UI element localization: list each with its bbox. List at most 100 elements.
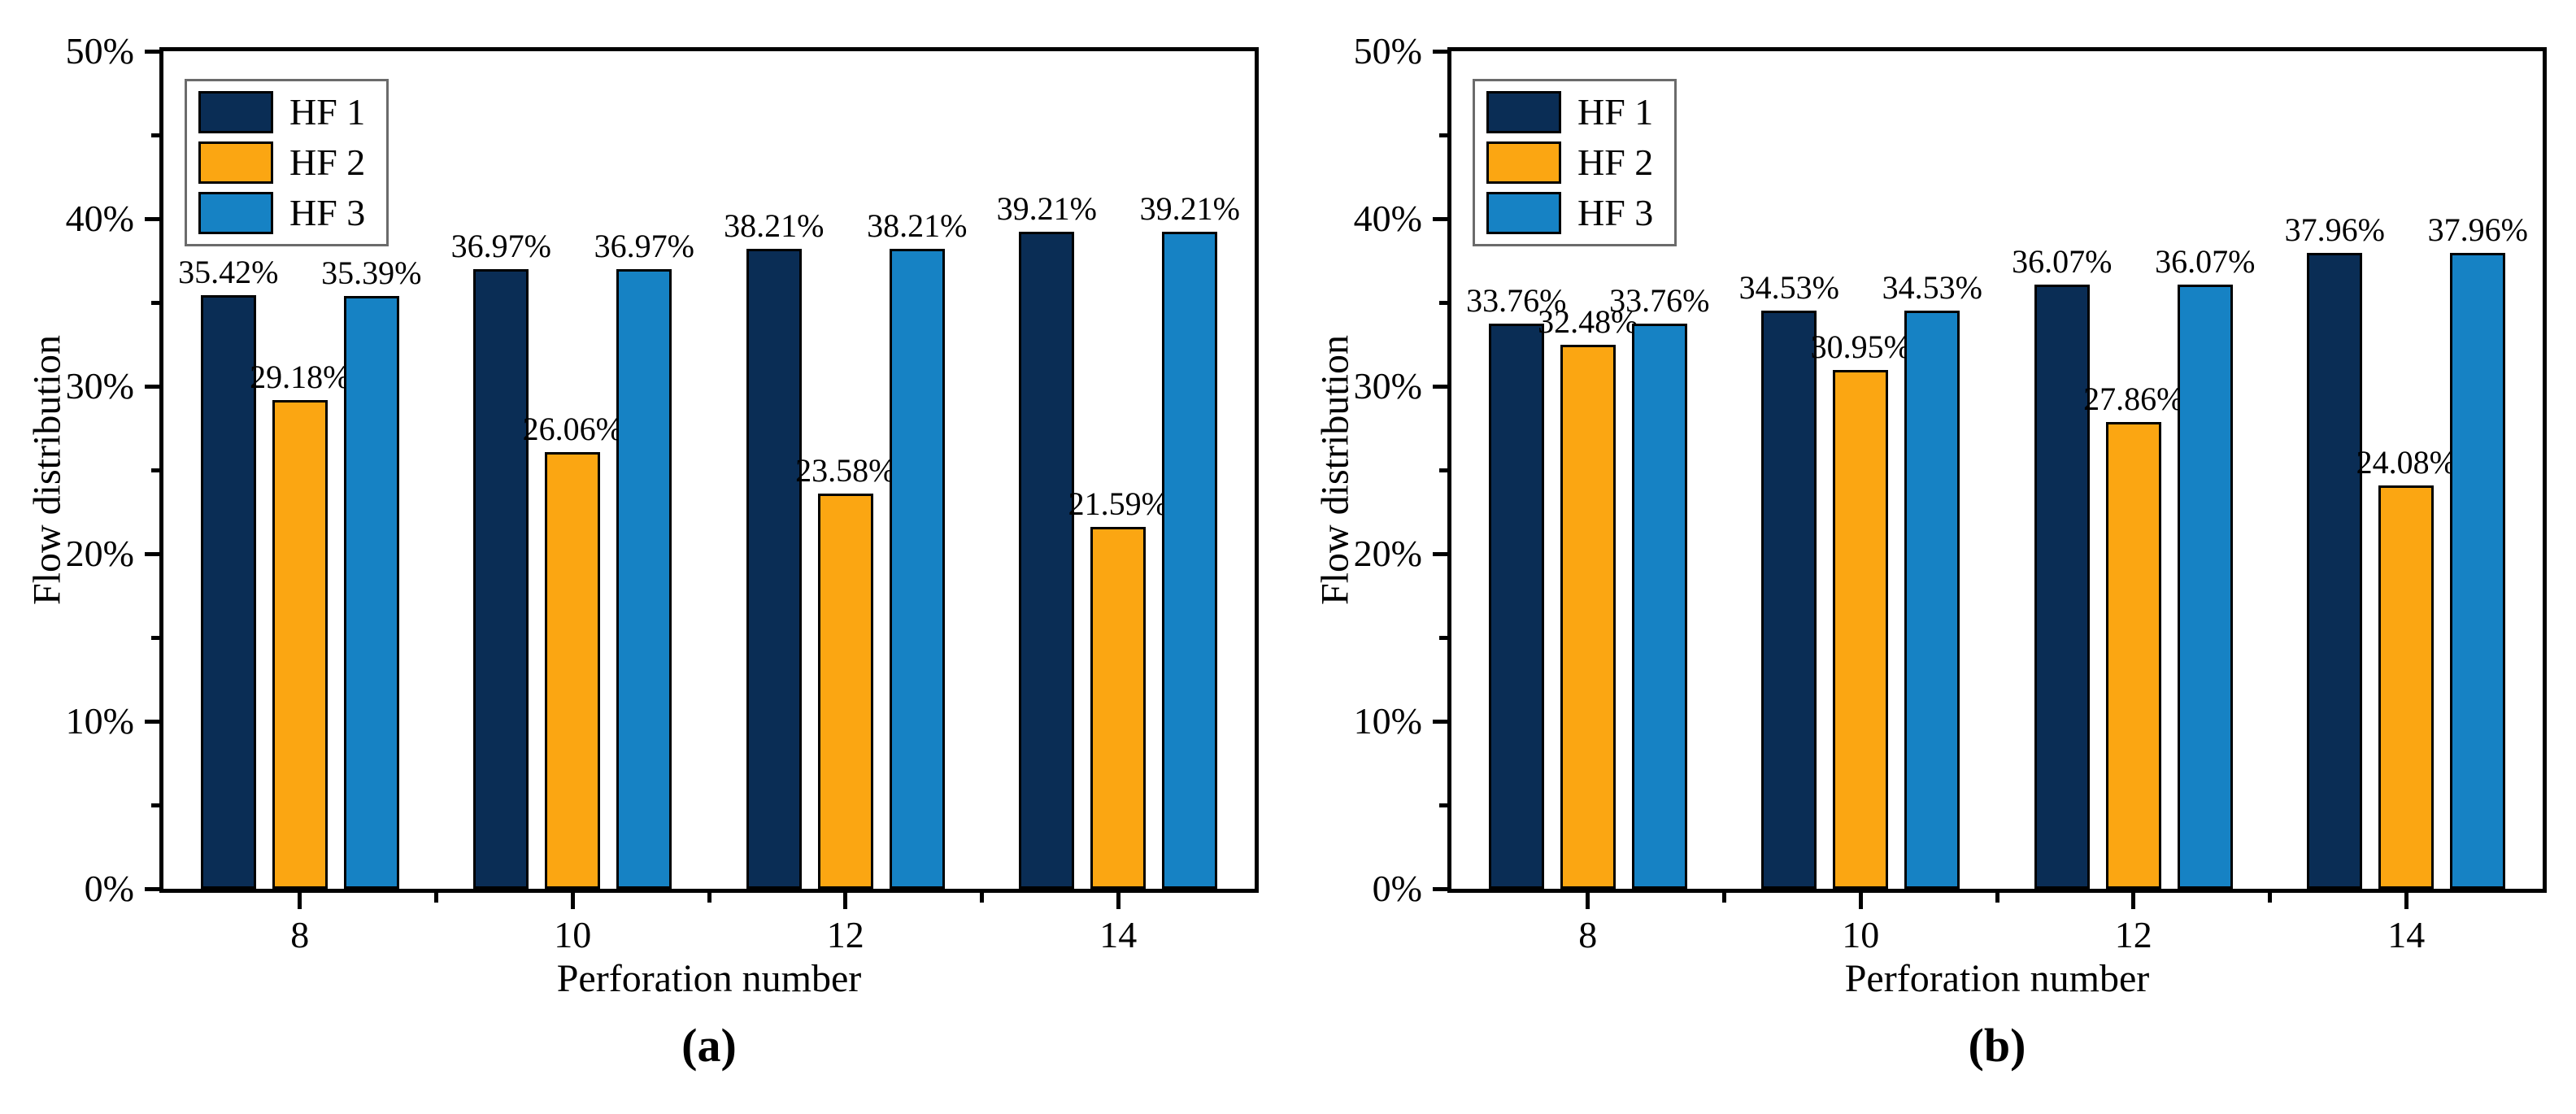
bar-hf-2: 27.86% [2083, 381, 2183, 889]
y-tick-label: 40% [65, 198, 134, 239]
x-axis-minor-tick [2268, 893, 2272, 903]
bar-hf-3: 34.53% [1882, 269, 1982, 889]
x-axis-major-tick [1116, 893, 1120, 909]
subplot-caption: (b) [1968, 1019, 2026, 1072]
chart-panel-b: Flow distribution 0% 10% 20% 30% 40% 50% 8 33.7… [1288, 0, 2576, 1114]
bar-hf-2: 24.08% [2356, 444, 2456, 889]
bar-value-label: 33.76% [1609, 281, 1710, 319]
x-tick-label: 14 [1099, 914, 1138, 955]
x-axis-major-tick [1586, 893, 1590, 909]
bar-value-label: 36.07% [2155, 242, 2256, 280]
x-tick-label: 8 [290, 914, 310, 955]
legend-item-hf-3: HF 3 [1486, 192, 1653, 234]
legend-item-hf-1: HF 1 [198, 91, 365, 133]
y-axis-major-tick [145, 886, 159, 891]
bar-value-label: 34.53% [1882, 268, 1982, 306]
x-tick-label: 12 [826, 914, 864, 955]
y-axis-minor-tick [1439, 133, 1447, 137]
bar-hf-1: 33.76% [1466, 282, 1566, 889]
plot-area: 0% 10% 20% 30% 40% 50% 8 33.76% 32.48% 33.76% 10 34… [1354, 30, 2547, 955]
bar-value-label: 29.18% [250, 358, 350, 395]
y-axis-major-tick [1433, 384, 1447, 389]
legend-label: HF 2 [1577, 141, 1654, 183]
legend-swatch-hf-3 [198, 192, 273, 234]
legend-swatch-hf-1 [1486, 91, 1561, 133]
y-axis-minor-tick [1439, 468, 1447, 472]
x-axis-minor-tick [1995, 893, 1999, 903]
bar-hf-2: 23.58% [795, 453, 895, 889]
y-axis-minor-tick [1439, 803, 1447, 807]
bar-value-label: 38.21% [867, 207, 968, 244]
y-axis-minor-tick [151, 133, 159, 137]
bar-value-label: 39.21% [996, 190, 1097, 228]
x-axis-minor-tick [980, 893, 984, 903]
bar-value-label: 35.39% [321, 254, 422, 291]
bar-value-label: 35.42% [178, 254, 279, 291]
legend-label: HF 2 [289, 141, 366, 183]
y-axis-major-tick [145, 719, 159, 724]
y-axis-minor-tick [151, 635, 159, 640]
bar-hf-1: 36.97% [451, 228, 551, 889]
y-tick-label: 50% [1353, 30, 1422, 72]
bar-hf-2: 21.59% [1068, 486, 1168, 889]
bar-value-label: 21.59% [1068, 485, 1168, 523]
y-tick-label: 0% [84, 868, 134, 909]
x-axis-major-tick [298, 893, 302, 909]
bar-hf-2: 30.95% [1811, 329, 1911, 889]
x-tick-label: 14 [2387, 914, 2426, 955]
y-tick-label: 0% [1372, 868, 1422, 909]
x-axis-title: Perforation number [1844, 957, 2150, 1000]
bar-hf-1: 39.21% [997, 191, 1097, 889]
x-axis-major-tick [1858, 893, 1863, 909]
x-axis-major-tick [2131, 893, 2136, 909]
bar-value-label: 26.06% [522, 411, 623, 448]
y-tick-label: 10% [1353, 700, 1422, 742]
y-axis-major-tick [145, 49, 159, 54]
bar-hf-2: 26.06% [523, 411, 623, 889]
bar-hf-3: 36.97% [594, 228, 694, 889]
bar-hf-3: 36.07% [2155, 243, 2255, 889]
legend-swatch-hf-3 [1486, 192, 1561, 234]
bar-hf-1: 35.42% [178, 255, 278, 889]
x-tick-label: 10 [554, 914, 592, 955]
bar-value-label: 36.97% [450, 228, 551, 265]
bar-value-label: 23.58% [795, 452, 896, 490]
legend-swatch-hf-2 [1486, 141, 1561, 184]
y-axis-minor-tick [151, 468, 159, 472]
legend-label: HF 1 [1577, 91, 1654, 133]
x-axis-minor-tick [434, 893, 438, 903]
bar-hf-2: 32.48% [1538, 303, 1638, 889]
plot-area: 0% 10% 20% 30% 40% 50% 8 35.42% 29.18% 35.39% 10 36… [66, 30, 1259, 955]
y-axis-minor-tick [1439, 635, 1447, 640]
y-axis-minor-tick [1439, 300, 1447, 305]
subplot-caption: (a) [681, 1019, 737, 1072]
y-axis-major-tick [145, 551, 159, 556]
legend-item-hf-2: HF 2 [1486, 141, 1653, 184]
y-axis-major-tick [145, 384, 159, 389]
x-axis-major-tick [2404, 893, 2408, 909]
x-tick-label: 8 [1578, 914, 1598, 955]
y-tick-label: 30% [65, 365, 134, 407]
x-axis-major-tick [843, 893, 848, 909]
bar-value-label: 32.48% [1538, 302, 1638, 340]
legend: HF 1 HF 2 HF 3 [185, 79, 389, 246]
x-tick-label: 12 [2114, 914, 2152, 955]
legend-swatch-hf-2 [198, 141, 273, 184]
bar-hf-3: 38.21% [867, 207, 967, 889]
legend-label: HF 1 [289, 91, 366, 133]
chart-panel-a: Flow distribution 0% 10% 20% 30% 40% 50% 8 35.4… [26, 30, 1259, 1072]
bar-value-label: 39.21% [1139, 190, 1240, 228]
bar-value-label: 37.96% [2284, 211, 2385, 249]
y-axis-major-tick [1433, 49, 1447, 54]
y-axis-title: Flow distribution [1313, 334, 1357, 606]
y-tick-label: 20% [1353, 533, 1422, 574]
y-tick-label: 40% [1353, 198, 1422, 239]
legend-label: HF 3 [1577, 192, 1654, 233]
y-tick-label: 30% [1353, 365, 1422, 407]
legend-swatch-hf-1 [198, 91, 273, 133]
bar-value-label: 27.86% [2083, 381, 2184, 418]
x-tick-label: 10 [1842, 914, 1880, 955]
y-tick-label: 10% [65, 700, 134, 742]
bar-value-label: 37.96% [2427, 211, 2528, 249]
